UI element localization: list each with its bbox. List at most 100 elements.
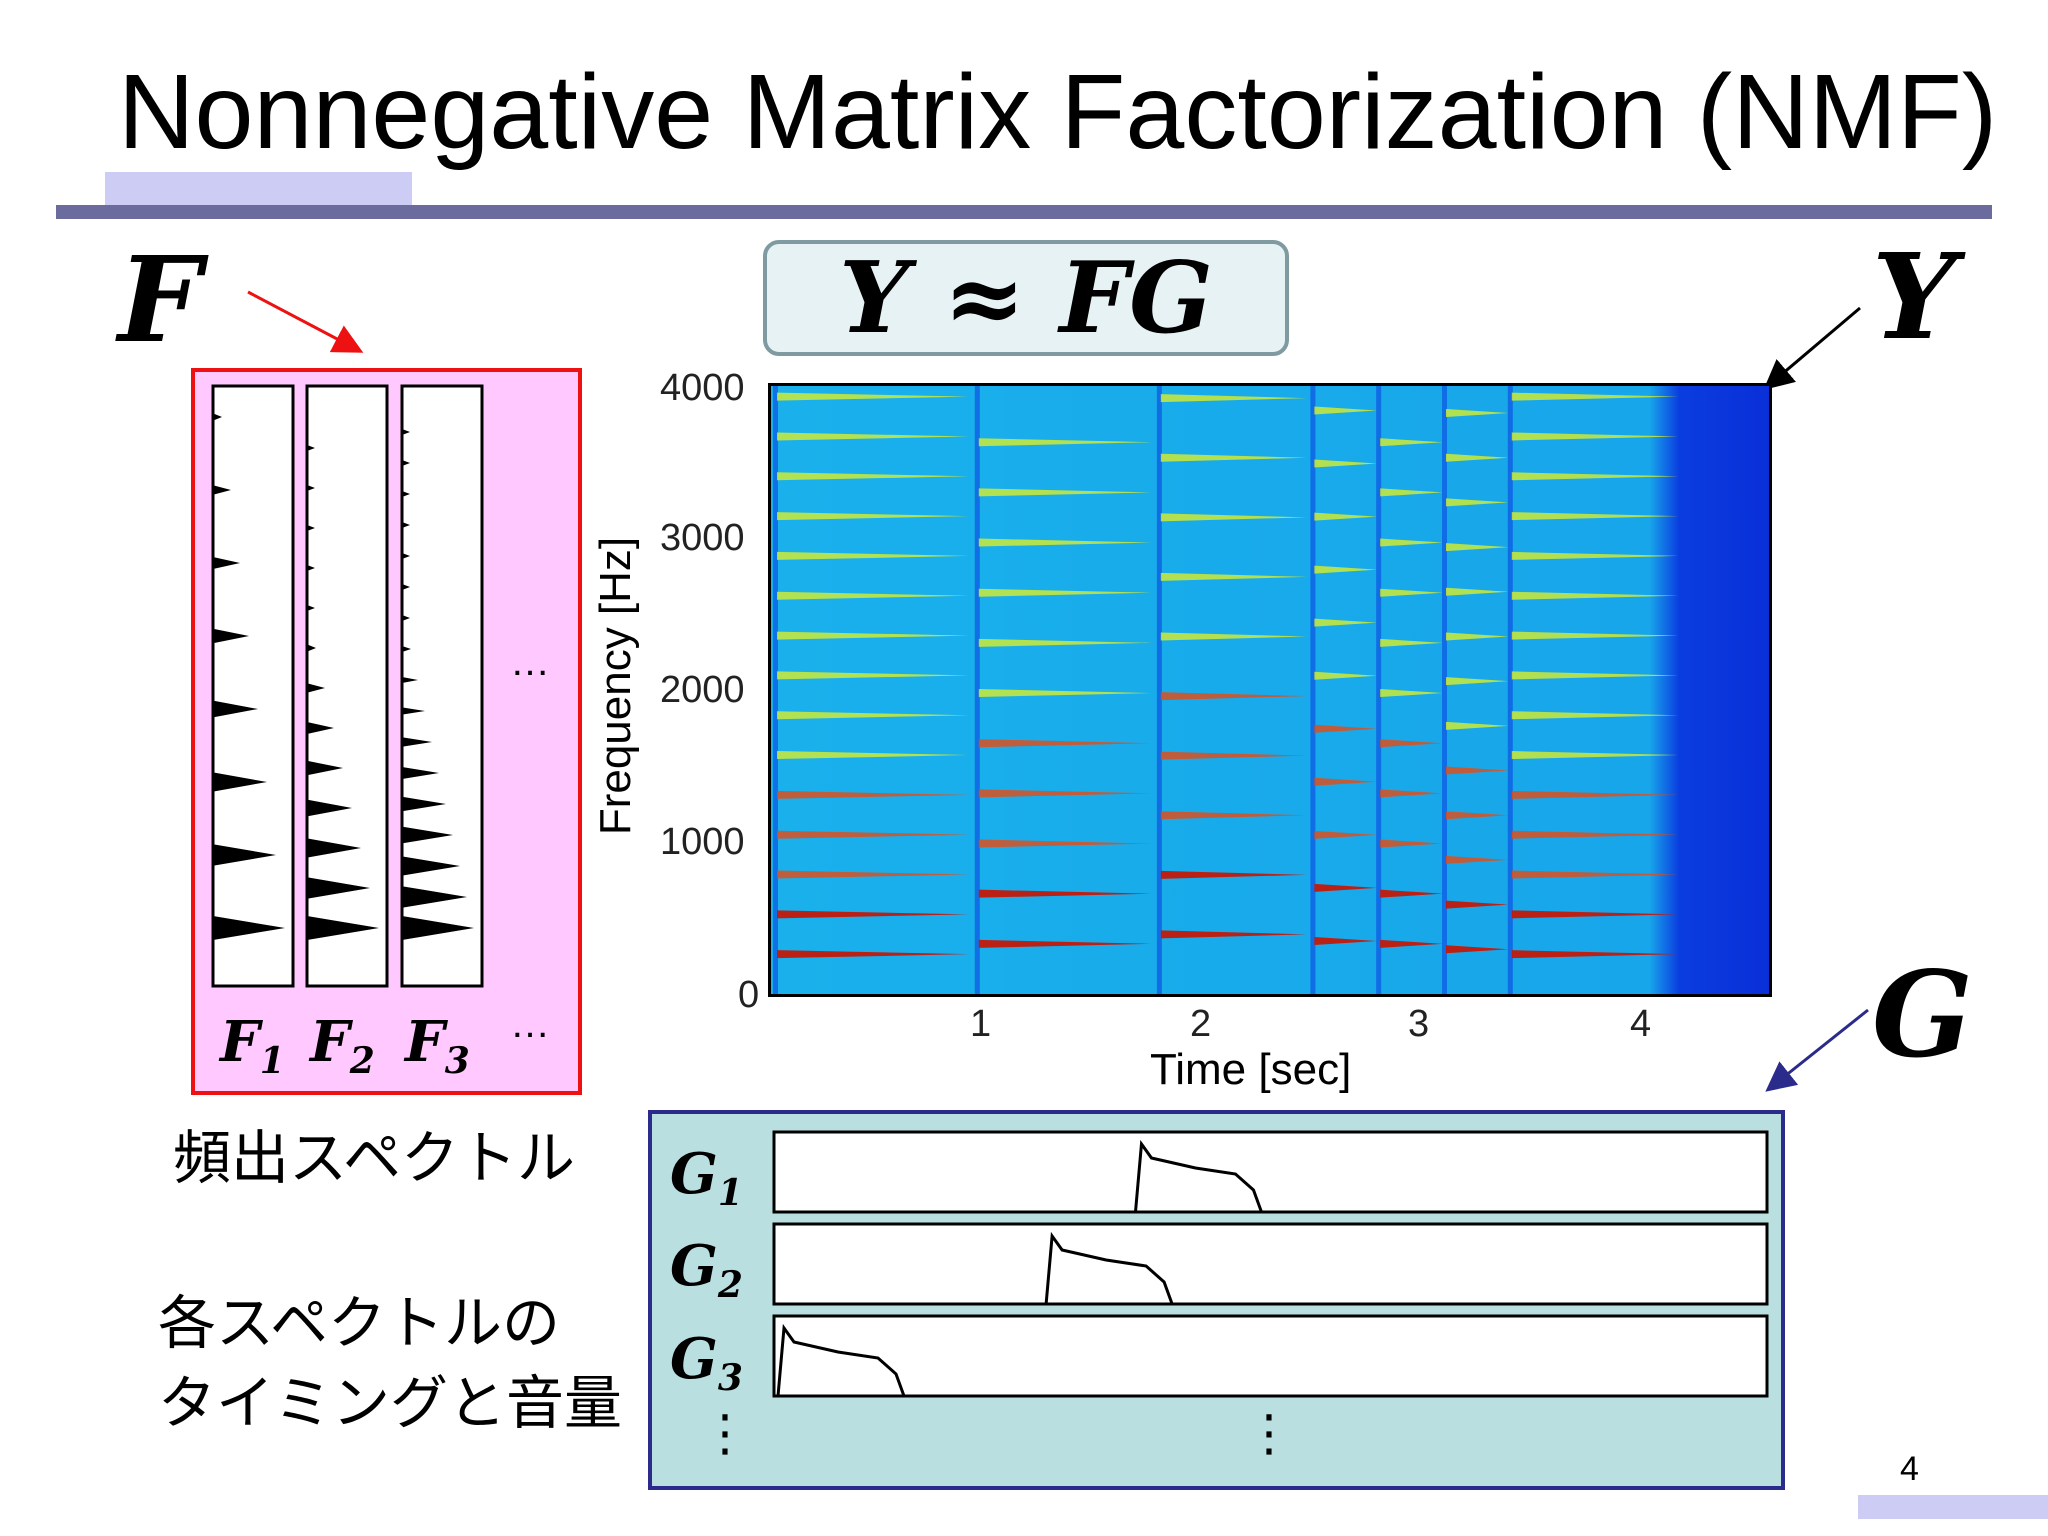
harmonic-band xyxy=(978,538,1152,547)
harmonic-band xyxy=(1511,392,1679,401)
y-tick-1000: 1000 xyxy=(660,821,745,863)
harmonic-band xyxy=(1445,855,1509,864)
label-F: F xyxy=(118,230,202,369)
harmonic-band xyxy=(1160,513,1307,522)
harmonic-band xyxy=(1445,543,1509,552)
spectrum-peak xyxy=(213,700,258,718)
spectra-panel: … F1 F2 F3 … xyxy=(191,368,582,1095)
harmonic-band xyxy=(1314,777,1377,786)
x-tick-4: 4 xyxy=(1630,1003,1652,1045)
harmonic-band xyxy=(1160,394,1307,403)
spectrogram-background xyxy=(771,386,1769,994)
activation-curve-1 xyxy=(1133,1139,1263,1213)
spectrum-peak xyxy=(213,557,240,569)
harmonic-band xyxy=(1445,721,1509,730)
spectrum-peak xyxy=(307,838,361,858)
x-tick-1: 1 xyxy=(970,1003,992,1045)
activation-label-3: G3 xyxy=(670,1326,743,1400)
spectra-ellipsis: … xyxy=(510,640,550,684)
onset-line xyxy=(1441,386,1447,994)
harmonic-band xyxy=(1445,945,1509,954)
harmonic-band xyxy=(978,789,1152,798)
spectrum-peak xyxy=(307,799,352,817)
label-Y: Y xyxy=(1872,227,1957,366)
corner-accent-bar xyxy=(1858,1495,2048,1519)
activation-label-1: G1 xyxy=(670,1141,743,1215)
spectrum-peak xyxy=(402,856,460,876)
arrow-G xyxy=(1765,1008,1869,1092)
spectrum-peak xyxy=(402,522,410,528)
spectrum-peak xyxy=(213,772,267,792)
harmonic-band xyxy=(1380,739,1443,748)
harmonic-band xyxy=(1314,936,1377,945)
harmonic-band xyxy=(1160,572,1307,581)
harmonic-band xyxy=(1160,751,1307,760)
harmonic-band xyxy=(1445,453,1509,462)
spectrum-peak xyxy=(213,916,285,940)
activation-ellipsis-left: ⋮ xyxy=(700,1405,750,1461)
spectrum-peak xyxy=(307,445,315,451)
harmonic-band xyxy=(1511,432,1679,441)
x-tick-2: 2 xyxy=(1190,1003,1212,1045)
spectrum-peak xyxy=(213,844,276,866)
spectrum-peak xyxy=(307,485,315,491)
spectrum-peak xyxy=(402,491,410,497)
x-axis-title: Time [sec] xyxy=(1150,1045,1352,1094)
arrow-Y xyxy=(1763,306,1861,390)
harmonic-band xyxy=(1445,677,1509,686)
activation-curve-2 xyxy=(1044,1231,1174,1305)
activation-caption-line1: 各スペクトルの xyxy=(158,1289,560,1357)
spectrum-peak xyxy=(307,683,325,693)
harmonic-band xyxy=(777,392,969,401)
harmonic-band xyxy=(978,739,1152,748)
harmonic-band xyxy=(978,588,1152,597)
harmonic-band xyxy=(1445,632,1509,641)
equation-box: Y ≈ FG xyxy=(763,240,1289,356)
harmonic-band xyxy=(1160,692,1307,701)
harmonic-band xyxy=(777,790,969,799)
harmonic-band xyxy=(1445,766,1509,775)
activation-row-2 xyxy=(772,1222,1769,1306)
harmonic-band xyxy=(1160,930,1307,939)
harmonic-band xyxy=(1380,538,1443,547)
activation-row-1 xyxy=(772,1130,1769,1214)
activation-curve-3 xyxy=(776,1323,906,1397)
spectrum-peak xyxy=(402,916,474,940)
spectrum-peak xyxy=(402,826,453,844)
arrow-F xyxy=(247,290,364,353)
harmonic-band xyxy=(978,638,1152,647)
spectrum-peak xyxy=(402,737,432,747)
harmonic-band xyxy=(1445,498,1509,507)
harmonic-band xyxy=(777,870,969,879)
harmonic-band xyxy=(1380,839,1443,848)
spectra-label-ellipsis: … xyxy=(510,1002,550,1046)
spectrum-peak xyxy=(402,429,410,435)
harmonic-band xyxy=(777,950,969,959)
harmonic-band xyxy=(777,432,969,441)
harmonic-band xyxy=(1511,591,1679,600)
harmonic-band xyxy=(1314,724,1377,733)
harmonic-band xyxy=(1511,711,1679,720)
spectrum-peak xyxy=(307,565,315,571)
x-tick-3: 3 xyxy=(1408,1003,1430,1045)
spectrum-peak xyxy=(213,628,249,644)
activation-ellipsis-center: ⋮ xyxy=(1244,1405,1294,1461)
spectrum-peak xyxy=(213,485,231,495)
harmonic-band xyxy=(777,671,969,680)
activation-row-3 xyxy=(772,1314,1769,1398)
spectra-caption: 頻出スペクトル xyxy=(173,1124,575,1192)
harmonic-band xyxy=(1445,587,1509,596)
page-number: 4 xyxy=(1900,1450,1919,1488)
y-tick-0: 0 xyxy=(738,974,760,1016)
harmonic-band xyxy=(978,939,1152,948)
onset-line xyxy=(1507,386,1513,994)
harmonic-band xyxy=(1511,790,1679,799)
spectrum-peak xyxy=(402,796,446,812)
harmonic-band xyxy=(1511,512,1679,521)
harmonic-band xyxy=(1314,883,1377,892)
spectrum-peak xyxy=(402,584,410,590)
spectrum-peak xyxy=(402,646,411,652)
harmonic-band xyxy=(1511,751,1679,760)
harmonic-band xyxy=(1380,438,1443,447)
spectrogram xyxy=(768,383,1772,997)
